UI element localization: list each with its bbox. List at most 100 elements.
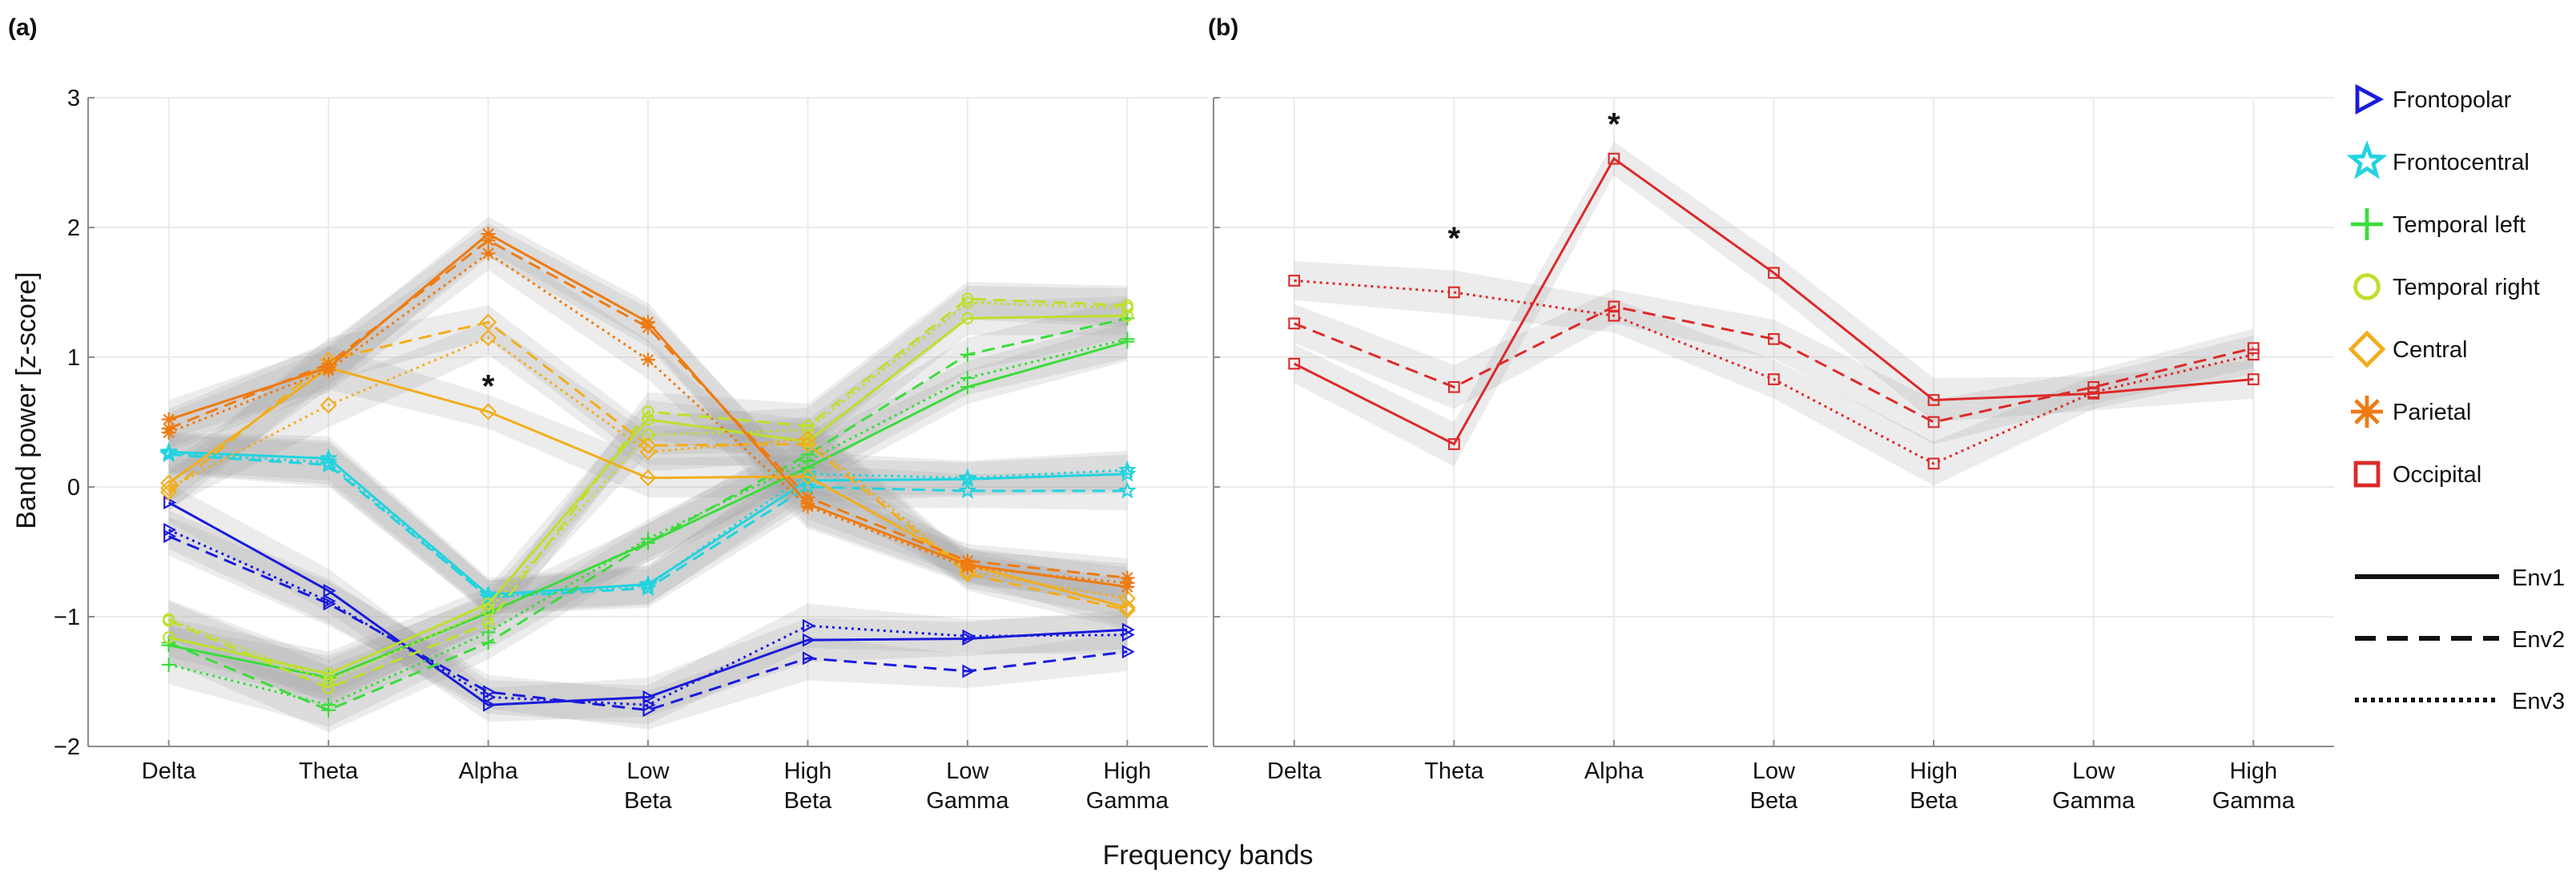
data-point-occipital-env2 (1608, 300, 1620, 313)
data-point-temporal-right-env3 (961, 296, 974, 309)
data-point-frontopolar-env2 (163, 529, 177, 544)
data-point-temporal-left-env3 (161, 657, 176, 672)
legend-marker-parietal (2351, 396, 2383, 428)
data-point-temporal-right-env1 (322, 667, 335, 680)
legend-label-temporal-left: Temporal left (2393, 212, 2526, 238)
x-tick-label: Alpha (458, 758, 518, 784)
data-point-central-env2 (639, 436, 657, 454)
data-point-occipital-env3 (1927, 457, 1940, 470)
x-tick-label: Beta (1750, 788, 1799, 814)
confidence-band-parietal-env2 (168, 223, 1128, 597)
legend-marker-frontopolar (2355, 83, 2385, 115)
panel-a-label: (a) (8, 14, 38, 41)
data-point-occipital-env1 (1927, 394, 1940, 406)
data-point-frontocentral-env2 (798, 477, 817, 495)
data-point-frontocentral-env3 (638, 575, 658, 593)
y-axis-title: Band power [z-score] (11, 272, 42, 529)
x-tick-label: High (2229, 758, 2277, 784)
data-point-occipital-env3 (1768, 373, 1780, 385)
data-point-parietal-env3 (960, 560, 975, 575)
data-point-frontopolar-env1 (323, 584, 336, 598)
data-point-parietal-env3 (641, 352, 655, 368)
data-point-central-env3 (160, 480, 178, 497)
significance-marker: * (482, 369, 495, 404)
data-point-frontopolar-env2 (802, 651, 815, 666)
series-line-occipital-env2 (1294, 305, 2254, 424)
legend-label-env3: Env3 (2512, 689, 2565, 714)
legend-label-central: Central (2393, 337, 2468, 363)
data-point-temporal-left-env3 (481, 625, 496, 640)
series-line-temporal-right-env1 (168, 314, 1128, 675)
data-point-frontopolar-env1 (642, 690, 656, 704)
data-point-occipital-env3 (2247, 348, 2260, 361)
y-tick-label: 2 (67, 215, 80, 241)
data-point-frontopolar-env3 (962, 629, 976, 643)
data-point-frontocentral-env1 (319, 449, 338, 467)
data-point-temporal-right-env3 (163, 613, 175, 626)
series-line-temporal-right-env2 (168, 297, 1128, 690)
data-point-central-env2 (1118, 601, 1136, 619)
data-point-parietal-env3 (1120, 575, 1135, 590)
data-point-frontopolar-env3 (163, 522, 177, 537)
legend-label-temporal-right: Temporal right (2393, 275, 2540, 300)
x-tick-label: High (1104, 758, 1152, 784)
y-tick-label: 1 (67, 345, 80, 371)
data-point-frontopolar-env3 (642, 698, 656, 712)
data-point-occipital-env3 (2087, 386, 2100, 399)
data-point-occipital-env3 (1288, 275, 1301, 287)
data-point-frontopolar-env3 (1121, 628, 1135, 642)
confidence-band-central-env1 (168, 345, 1128, 627)
data-point-central-env3 (320, 396, 337, 414)
x-tick-label: Gamma (926, 788, 1009, 814)
x-tick-label: Beta (1910, 788, 1958, 814)
legend-marker-frontocentral (2346, 140, 2388, 179)
data-point-frontocentral-env2 (1117, 481, 1137, 499)
data-point-parietal-env3 (800, 499, 815, 514)
legend-marker-temporal-right (2353, 273, 2381, 300)
data-point-frontopolar-env3 (483, 690, 497, 704)
legend-label-frontopolar: Frontopolar (2393, 87, 2512, 113)
x-tick-label: Beta (624, 788, 673, 814)
data-point-occipital-env2 (1927, 416, 1940, 428)
x-tick-label: Delta (1267, 758, 1322, 784)
legend-marker-temporal-left (2351, 208, 2383, 240)
x-tick-label: Gamma (1086, 788, 1169, 814)
data-point-temporal-left-env3 (800, 453, 815, 469)
confidence-band-temporal-left-env1 (168, 322, 1128, 700)
series-line-frontopolar-env3 (168, 529, 1128, 706)
panel-b-plot: Delta Theta Alpha Low Beta High Beta Low Gamma Hi… (1213, 97, 2334, 814)
data-point-parietal-env3 (321, 363, 336, 378)
confidence-band-temporal-right-env1 (168, 296, 1128, 696)
data-point-parietal-env2 (481, 233, 496, 248)
data-point-occipital-env1 (1288, 357, 1301, 370)
data-point-frontocentral-env2 (638, 578, 658, 597)
confidence-band-frontopolar-env1 (168, 483, 1128, 722)
confidence-band-temporal-right-env2 (168, 282, 1128, 710)
x-tick-label: Low (626, 758, 670, 784)
series-line-frontopolar-env2 (168, 535, 1128, 712)
data-point-frontopolar-env3 (323, 594, 336, 609)
data-point-occipital-env2 (2247, 342, 2260, 355)
x-tick-label: Low (2072, 758, 2115, 784)
data-point-frontocentral-env3 (479, 587, 498, 605)
legend-marker-occipital (2353, 461, 2381, 488)
confidence-band-central-env3 (168, 320, 1128, 618)
data-point-central-env1 (1118, 599, 1136, 617)
data-point-frontopolar-env1 (483, 698, 497, 712)
data-point-occipital-env1 (2247, 373, 2260, 385)
data-point-parietal-env3 (481, 246, 496, 261)
y-tick-label: 3 (67, 86, 80, 111)
confidence-band-occipital-env1 (1294, 142, 2254, 467)
data-point-temporal-right-env2 (961, 292, 974, 305)
legend-label-occipital: Occipital (2393, 462, 2481, 488)
x-tick-label: High (1910, 758, 1958, 784)
data-point-frontopolar-env2 (1121, 645, 1135, 659)
data-point-occipital-env2 (1447, 380, 1460, 393)
confidence-band-frontopolar-env2 (168, 517, 1128, 730)
data-point-frontocentral-env2 (958, 481, 977, 499)
panel-b-label: (b) (1208, 14, 1238, 41)
data-point-temporal-right-env1 (163, 631, 175, 644)
x-tick-label: Gamma (2212, 788, 2296, 814)
data-point-occipital-env3 (1447, 286, 1460, 299)
